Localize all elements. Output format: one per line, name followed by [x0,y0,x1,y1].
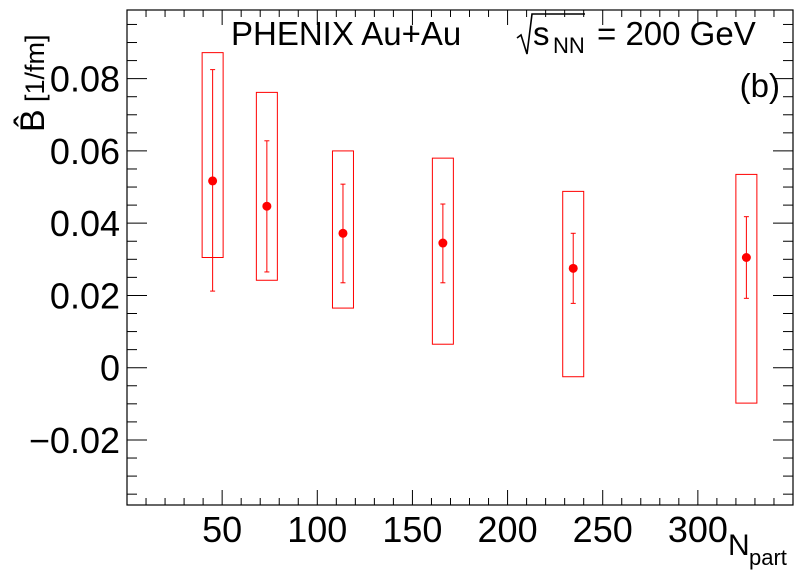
y-tick-label: 0.08 [50,59,120,100]
x-tick-label: 300 [668,509,728,550]
data-marks [201,52,758,404]
x-tick-label: 150 [382,509,442,550]
chart-title: PHENIX Au+Au [231,15,461,52]
x-axis-title-subscript: part [749,545,787,570]
y-axis-title-symbol: B̂ [13,109,52,132]
y-axis-ticks [127,23,793,495]
y-axis-title-unit: [1/fm] [20,34,50,102]
x-axis-ticks [145,10,775,505]
x-tick-label: 50 [202,509,242,550]
systematic-error-box [255,91,278,281]
x-axis-tick-labels: 50 100 150 200 250 300 [202,509,728,550]
data-point [568,263,578,273]
x-tick-label: 200 [478,509,538,550]
y-tick-label: 0.02 [50,275,120,316]
y-tick-label: −0.02 [29,420,120,461]
y-axis-title: B̂ [1/fm] [13,34,52,132]
plot-frame [126,9,794,506]
energy-symbol: s [533,15,550,52]
systematic-error-box [735,173,758,404]
data-point [338,228,348,238]
y-axis-tick-labels: −0.02 0 0.02 0.04 0.06 0.08 [29,59,120,461]
y-tick-label: 0 [100,348,120,389]
y-tick-label: 0.06 [50,131,120,172]
data-point [741,253,751,262]
systematic-error-box [562,190,585,378]
x-tick-label: 100 [287,509,347,550]
data-point [438,238,448,248]
data-point [262,201,272,211]
x-tick-label: 250 [573,509,633,550]
y-tick-label: 0.04 [50,203,120,244]
systematic-error-box [431,157,454,345]
sqrt-symbol [516,13,585,55]
data-point [208,176,218,186]
systematic-error-box [331,150,354,309]
energy-subscript: NN [553,33,585,58]
panel-label: (b) [740,67,780,104]
x-axis-title: N [728,529,750,562]
energy-value: = 200 GeV [597,15,756,52]
